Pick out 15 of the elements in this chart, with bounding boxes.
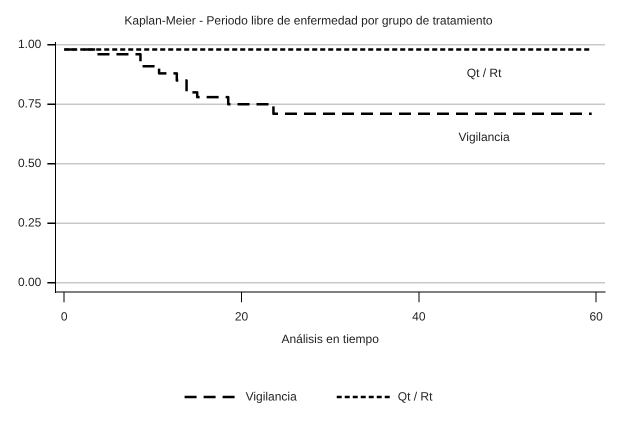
y-tick-label: 0.00 <box>18 274 42 289</box>
text: Qt / Rt <box>466 66 502 80</box>
y-tick-label: 0.50 <box>18 156 42 170</box>
x-tick-label: 20 <box>234 310 249 324</box>
x-axis-title: Análisis en tiempo <box>281 332 380 346</box>
y-tick-label: 1.00 <box>18 37 42 52</box>
chart-title: Kaplan-Meier - Periodo libre de enfermedad por grupo de tratamiento <box>124 14 493 28</box>
y-tick-label: 0.75 <box>18 96 42 111</box>
x-tick-label: 60 <box>589 310 604 324</box>
legend-label: Qt / Rt <box>398 389 434 404</box>
text: Vigilancia <box>458 130 510 144</box>
legend-label: Vigilancia <box>246 389 298 404</box>
x-tick-label: 40 <box>412 310 426 324</box>
x-tick-label: 0 <box>60 310 68 324</box>
y-tick-label: 0.25 <box>18 216 42 230</box>
